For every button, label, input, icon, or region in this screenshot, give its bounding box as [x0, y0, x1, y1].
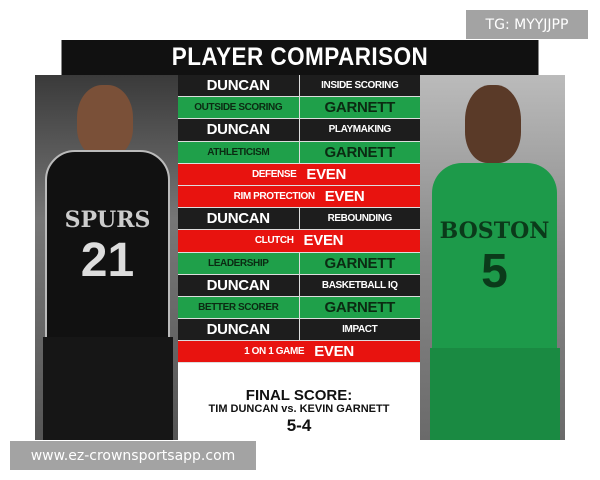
duncan-jersey: SPURS 21 [45, 150, 170, 340]
table-row: OUTSIDE SCORING GARNETT [178, 97, 420, 120]
winner-cell: DUNCAN [178, 75, 299, 97]
duncan-shorts [43, 337, 173, 440]
matchup: TIM DUNCAN vs. KEVIN GARNETT [208, 403, 390, 415]
final-score-label: FINAL SCORE: [245, 387, 353, 404]
winner-label: EVEN [314, 343, 354, 361]
winner-cell: DUNCAN [178, 319, 299, 341]
table-row: DUNCAN REBOUNDING [178, 208, 420, 231]
table-row: LEADERSHIP GARNETT [178, 252, 420, 275]
winner-cell: GARNETT [298, 296, 420, 319]
category-cell: ATHLETICISM [178, 141, 299, 163]
jersey-team-text: SPURS [64, 207, 151, 233]
table-row: 1 ON 1 GAME EVEN [178, 341, 420, 364]
table-row: BETTER SCORER GARNETT [178, 296, 420, 320]
winner-cell: GARNETT [298, 252, 420, 274]
category-cell: BASKETBALL IQ [298, 274, 420, 296]
garnett-photo: BOSTON 5 [420, 75, 565, 440]
category-label: RIM PROTECTION [233, 191, 315, 203]
winner-cell: DUNCAN [178, 119, 299, 141]
winner-cell: GARNETT [298, 141, 420, 163]
category-label: CLUTCH [254, 235, 294, 247]
category-cell: IMPACT [298, 319, 420, 341]
even-cell: RIM PROTECTION EVEN [178, 185, 420, 208]
jersey-number: 21 [80, 234, 135, 287]
category-cell: OUTSIDE SCORING [178, 97, 299, 119]
table-row: DEFENSE EVEN [178, 163, 420, 186]
category-cell: LEADERSHIP [178, 252, 299, 274]
jersey-number: 5 [481, 245, 508, 298]
category-label: 1 ON 1 GAME [244, 346, 305, 358]
category-cell: INSIDE SCORING [298, 75, 420, 97]
score: 5-4 [286, 416, 312, 435]
garnett-jersey: BOSTON 5 [432, 163, 557, 348]
winner-label: EVEN [324, 188, 365, 206]
even-cell: CLUTCH EVEN [178, 230, 420, 252]
table-row: RIM PROTECTION EVEN [178, 185, 420, 209]
table-row: DUNCAN IMPACT [178, 319, 420, 342]
garnett-shorts [430, 348, 560, 440]
page-title: PLAYER COMPARISON [61, 40, 539, 75]
table-row: CLUTCH EVEN [178, 230, 420, 253]
jersey-team-text: BOSTON [439, 218, 550, 244]
watermark-top: TG: MYYJJPP [466, 10, 588, 39]
even-cell: 1 ON 1 GAME EVEN [178, 341, 420, 363]
comparison-table: DUNCAN INSIDE SCORING OUTSIDE SCORING GARNE… [178, 75, 420, 364]
winner-cell: DUNCAN [178, 208, 299, 230]
table-row: DUNCAN PLAYMAKING [178, 119, 420, 142]
winner-cell: GARNETT [298, 97, 420, 119]
winner-label: EVEN [306, 165, 347, 183]
category-cell: BETTER SCORER [178, 296, 299, 319]
table-row: DUNCAN BASKETBALL IQ [178, 274, 420, 297]
final-score: FINAL SCORE: TIM DUNCAN vs. KEVIN GARNET… [178, 386, 420, 434]
category-label: DEFENSE [251, 168, 297, 180]
winner-label: EVEN [303, 232, 344, 250]
winner-cell: DUNCAN [178, 274, 299, 296]
category-cell: PLAYMAKING [298, 119, 420, 141]
table-row: DUNCAN INSIDE SCORING [178, 75, 420, 98]
garnett-head [465, 85, 521, 163]
duncan-head [77, 85, 133, 157]
category-cell: REBOUNDING [298, 208, 420, 230]
duncan-photo: SPURS 21 [35, 75, 178, 440]
watermark-bottom: www.ez-crownsportsapp.com [10, 441, 256, 470]
table-row: ATHLETICISM GARNETT [178, 141, 420, 164]
even-cell: DEFENSE EVEN [178, 163, 420, 185]
